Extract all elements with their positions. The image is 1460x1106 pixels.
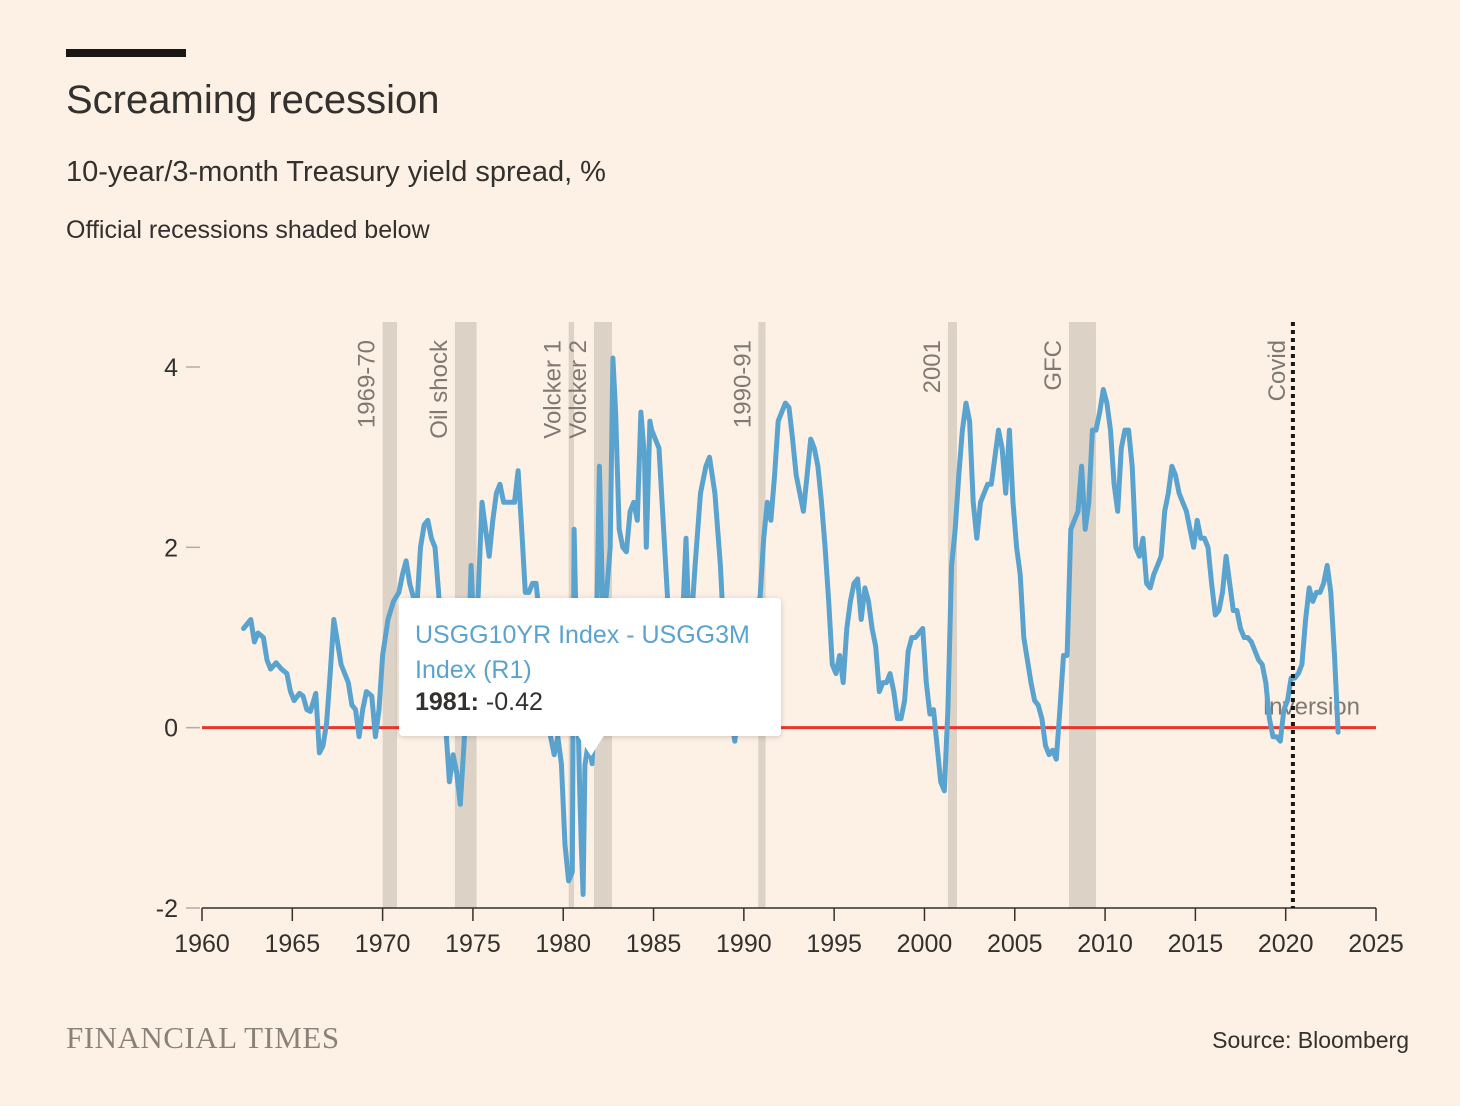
- recession-label: Covid: [1264, 340, 1291, 401]
- tooltip-pointer: [577, 734, 605, 756]
- tooltip-year: 1981:: [415, 688, 479, 716]
- chart-title: Screaming recession: [66, 78, 440, 122]
- recession-band: [1068, 322, 1097, 908]
- tooltip-series-name: USGG10YR Index - USGG3M Index (R1): [415, 621, 750, 684]
- x-axis: 1960 1965 1970 1975 1980 1985 1990 1995 2000 2005…: [174, 907, 1404, 958]
- chart-subtitle: 10-year/3-month Treasury yield spread, %: [66, 156, 606, 188]
- x-tick-label: 1960: [174, 930, 230, 958]
- chart-note: Official recessions shaded below: [66, 216, 430, 244]
- y-tick-label: -2: [156, 895, 178, 923]
- recession-label: 2001: [919, 340, 946, 393]
- y-axis: -2 0 2 4: [156, 354, 200, 923]
- x-tick-label: 1995: [806, 930, 862, 958]
- y-tick-label: 4: [164, 354, 178, 382]
- x-tick-label: 2020: [1258, 930, 1314, 958]
- recession-label: Volcker 1: [540, 340, 567, 439]
- x-tick-label: 2000: [897, 930, 953, 958]
- tooltip-value-text: -0.42: [485, 688, 543, 716]
- x-tick-label: 2010: [1077, 930, 1133, 958]
- recession-label: 1969-70: [354, 340, 381, 428]
- x-tick-label: 1975: [445, 930, 501, 958]
- inversion-label: Inversion: [1263, 694, 1360, 721]
- x-tick-label: 2005: [987, 930, 1043, 958]
- recession-label: 1990-91: [729, 340, 756, 428]
- recession-label: Volcker 2: [565, 340, 592, 439]
- y-tick-label: 0: [164, 715, 178, 743]
- tooltip-value: 1981: -0.42: [415, 688, 543, 717]
- source-note: Source: Bloomberg: [1212, 1027, 1409, 1053]
- x-tick-label: 2025: [1348, 930, 1404, 958]
- y-tick-label: 2: [164, 534, 178, 562]
- x-tick-label: 1965: [264, 930, 320, 958]
- brand-logo: FINANCIAL TIMES: [66, 1020, 340, 1055]
- header-accent-bar: [66, 49, 186, 57]
- recession-label: GFC: [1040, 340, 1067, 391]
- x-tick-label: 1980: [535, 930, 591, 958]
- x-tick-label: 1990: [716, 930, 772, 958]
- recession-label: Oil shock: [426, 339, 453, 439]
- data-tooltip: USGG10YR Index - USGG3M Index (R1) 1981:…: [399, 598, 781, 736]
- zero-reference-line: Inversion: [202, 692, 1376, 730]
- x-tick-label: 1985: [626, 930, 682, 958]
- x-tick-label: 1970: [355, 930, 411, 958]
- x-tick-label: 2015: [1168, 930, 1224, 958]
